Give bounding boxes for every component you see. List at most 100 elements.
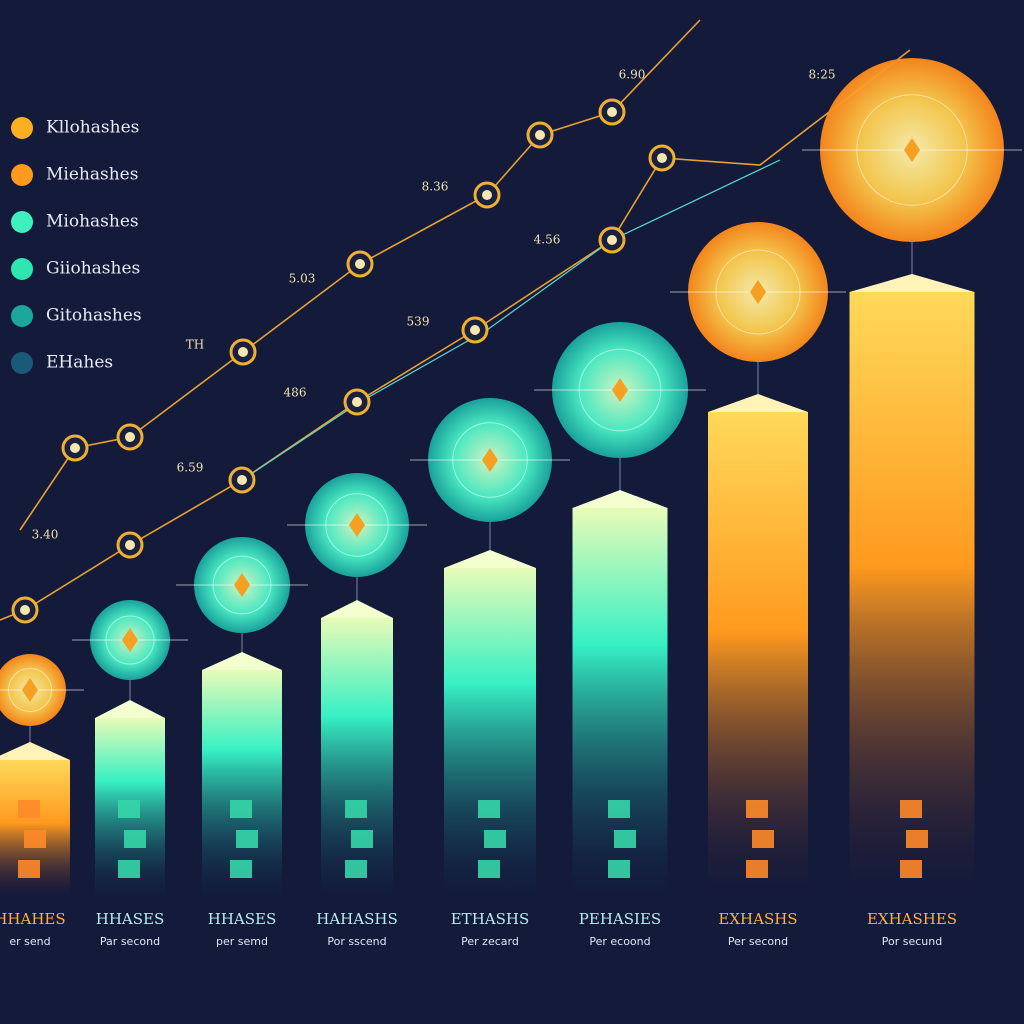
legend-dot bbox=[11, 352, 33, 374]
node-core bbox=[20, 605, 30, 615]
block bbox=[478, 800, 500, 818]
diamond bbox=[122, 628, 138, 652]
connector bbox=[0, 49, 911, 621]
annotation: 6.90 bbox=[619, 68, 646, 82]
annotation: 539 bbox=[407, 315, 430, 329]
block bbox=[24, 830, 46, 848]
diamond bbox=[904, 138, 920, 162]
column-sublabel: er send bbox=[9, 935, 50, 948]
block bbox=[345, 800, 367, 818]
block bbox=[118, 860, 140, 878]
diamond bbox=[234, 573, 250, 597]
column-label: EXHASHS bbox=[718, 910, 797, 928]
node-core bbox=[535, 130, 545, 140]
legend-label: EHahes bbox=[46, 353, 113, 373]
node-core bbox=[237, 475, 247, 485]
block bbox=[18, 860, 40, 878]
column-sublabel: Per second bbox=[728, 935, 788, 948]
column-sublabel: Por sscend bbox=[327, 935, 386, 948]
block bbox=[351, 830, 373, 848]
column-label: ETHASHS bbox=[451, 910, 530, 928]
block bbox=[345, 860, 367, 878]
column-body bbox=[849, 292, 975, 900]
block bbox=[18, 800, 40, 818]
annotation: 3.40 bbox=[32, 528, 59, 542]
legend-dot bbox=[11, 117, 33, 139]
legend-label: Miohashes bbox=[46, 212, 139, 232]
annotation: 486 bbox=[284, 386, 307, 400]
diamond bbox=[22, 678, 38, 702]
node-core bbox=[352, 397, 362, 407]
node-core bbox=[125, 540, 135, 550]
column-body bbox=[444, 568, 536, 900]
diamond bbox=[349, 513, 365, 537]
node-core bbox=[70, 443, 80, 453]
legend-label: Gitohashes bbox=[46, 306, 142, 326]
column-label: HHASES bbox=[208, 910, 277, 928]
diamond bbox=[612, 378, 628, 402]
column-body bbox=[321, 618, 393, 900]
legend-dot bbox=[11, 305, 33, 327]
column-sublabel: Per zecard bbox=[461, 935, 519, 948]
column-label: EXHASHES bbox=[867, 910, 957, 928]
legend-label: Kllohashes bbox=[46, 118, 139, 138]
legend-dot bbox=[11, 164, 33, 186]
legend-dot bbox=[11, 258, 33, 280]
annotations: 6.90 8:25 8.36 5.03 4.56 539 486 6.59 3.40 TH bbox=[32, 68, 836, 542]
column-top bbox=[444, 550, 536, 568]
annotation: 4.56 bbox=[534, 233, 561, 247]
diamond bbox=[482, 448, 498, 472]
legend-label: Miehashes bbox=[46, 165, 138, 185]
block bbox=[118, 800, 140, 818]
block bbox=[900, 860, 922, 878]
node-core bbox=[125, 432, 135, 442]
column-top bbox=[572, 490, 668, 508]
annotation: 8.36 bbox=[422, 180, 449, 194]
block bbox=[746, 860, 768, 878]
node-core bbox=[607, 107, 617, 117]
column-top bbox=[0, 742, 70, 760]
column-top bbox=[321, 600, 393, 618]
node-core bbox=[238, 347, 248, 357]
node-core bbox=[657, 153, 667, 163]
legend-label: Giiohashes bbox=[46, 259, 140, 279]
block bbox=[614, 830, 636, 848]
node-core bbox=[355, 259, 365, 269]
node-core bbox=[470, 325, 480, 335]
annotation: TH bbox=[186, 338, 204, 352]
block bbox=[236, 830, 258, 848]
column-sublabel: Por secund bbox=[882, 935, 942, 948]
annotation: 6.59 bbox=[177, 461, 204, 475]
legend: Kllohashes Miehashes Miohashes Giiohashes Gi… bbox=[11, 117, 142, 374]
column-top bbox=[202, 652, 282, 670]
connector-lines bbox=[0, 19, 911, 624]
column-label: HAHASHS bbox=[316, 910, 397, 928]
annotation: 8:25 bbox=[809, 68, 836, 82]
block bbox=[230, 800, 252, 818]
column-label: HHASES bbox=[96, 910, 165, 928]
legend-dot bbox=[11, 211, 33, 233]
diamond bbox=[750, 280, 766, 304]
block bbox=[230, 860, 252, 878]
columns: HHAHES er send HHASES Par second HHASES per s… bbox=[0, 58, 1022, 948]
column-label: HHAHES bbox=[0, 910, 66, 928]
block bbox=[752, 830, 774, 848]
column-sublabel: per semd bbox=[216, 935, 268, 948]
block bbox=[906, 830, 928, 848]
block bbox=[900, 800, 922, 818]
column-sublabel: Par second bbox=[100, 935, 160, 948]
node-core bbox=[607, 235, 617, 245]
block bbox=[608, 860, 630, 878]
column-top bbox=[708, 394, 808, 412]
block bbox=[608, 800, 630, 818]
node-core bbox=[482, 190, 492, 200]
block bbox=[124, 830, 146, 848]
block bbox=[478, 860, 500, 878]
column-body bbox=[708, 412, 808, 900]
block bbox=[746, 800, 768, 818]
column-top bbox=[95, 700, 165, 718]
block bbox=[484, 830, 506, 848]
annotation: 5.03 bbox=[289, 272, 316, 286]
column-top bbox=[849, 274, 975, 292]
